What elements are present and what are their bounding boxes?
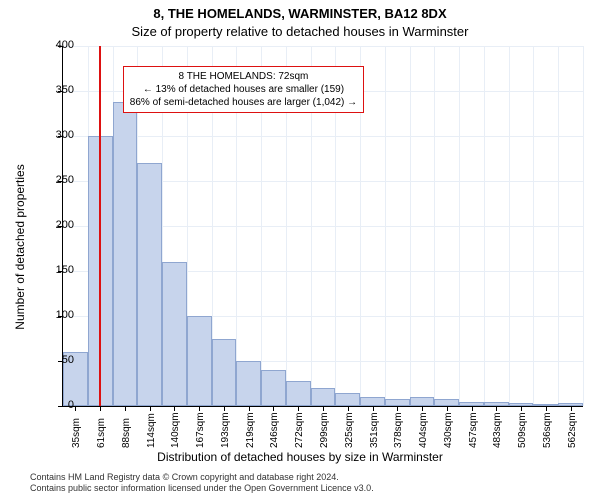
xtick-mark xyxy=(571,406,572,411)
gridline-v xyxy=(583,46,584,406)
histogram-bar xyxy=(360,397,385,406)
footer-line1: Contains HM Land Registry data © Crown c… xyxy=(30,472,590,483)
xtick-mark xyxy=(422,406,423,411)
x-axis-label: Distribution of detached houses by size … xyxy=(0,450,600,464)
xtick-label: 246sqm xyxy=(269,412,280,448)
xtick-mark xyxy=(100,406,101,411)
xtick-mark xyxy=(125,406,126,411)
histogram-bar xyxy=(335,393,360,407)
histogram-bar xyxy=(410,397,435,406)
histogram-bar xyxy=(286,381,311,406)
xtick-label: 483sqm xyxy=(492,412,503,448)
ytick-label: 250 xyxy=(34,174,74,186)
xtick-label: 193sqm xyxy=(220,412,231,448)
histogram-bar xyxy=(261,370,286,406)
gridline-v xyxy=(385,46,386,406)
xtick-mark xyxy=(75,406,76,411)
xtick-label: 404sqm xyxy=(418,412,429,448)
ytick-label: 150 xyxy=(34,264,74,276)
xtick-mark xyxy=(472,406,473,411)
xtick-label: 219sqm xyxy=(245,412,256,448)
xtick-mark xyxy=(521,406,522,411)
y-axis-label: Number of detached properties xyxy=(13,147,27,347)
histogram-bar xyxy=(236,361,261,406)
ytick-label: 350 xyxy=(34,84,74,96)
xtick-label: 325sqm xyxy=(344,412,355,448)
annotation-line3: 86% of semi-detached houses are larger (… xyxy=(130,96,357,109)
gridline-v xyxy=(533,46,534,406)
histogram-bar xyxy=(113,102,138,406)
gridline-h xyxy=(63,46,583,47)
chart-title-line2: Size of property relative to detached ho… xyxy=(0,24,600,39)
footer-line2: Contains public sector information licen… xyxy=(30,483,590,494)
xtick-mark xyxy=(546,406,547,411)
xtick-mark xyxy=(496,406,497,411)
xtick-label: 351sqm xyxy=(369,412,380,448)
histogram-bar xyxy=(212,339,237,407)
xtick-label: 509sqm xyxy=(517,412,528,448)
annotation-line1: 8 THE HOMELANDS: 72sqm xyxy=(130,70,357,83)
xtick-mark xyxy=(249,406,250,411)
gridline-v xyxy=(410,46,411,406)
histogram-bar xyxy=(137,163,162,406)
histogram-bar xyxy=(187,316,212,406)
xtick-mark xyxy=(298,406,299,411)
xtick-label: 430sqm xyxy=(443,412,454,448)
histogram-bar xyxy=(311,388,336,406)
xtick-mark xyxy=(224,406,225,411)
xtick-mark xyxy=(273,406,274,411)
xtick-label: 35sqm xyxy=(71,418,82,448)
xtick-label: 457sqm xyxy=(468,412,479,448)
xtick-mark xyxy=(323,406,324,411)
xtick-label: 536sqm xyxy=(542,412,553,448)
xtick-label: 140sqm xyxy=(170,412,181,448)
annotation-box: 8 THE HOMELANDS: 72sqm← 13% of detached … xyxy=(123,66,364,113)
chart-plot-area: 35sqm61sqm88sqm114sqm140sqm167sqm193sqm2… xyxy=(62,46,583,407)
ytick-label: 50 xyxy=(34,354,74,366)
xtick-label: 299sqm xyxy=(319,412,330,448)
annotation-line2: ← 13% of detached houses are smaller (15… xyxy=(130,83,357,96)
ytick-label: 300 xyxy=(34,129,74,141)
histogram-bar xyxy=(434,399,459,406)
xtick-label: 378sqm xyxy=(393,412,404,448)
gridline-h xyxy=(63,136,583,137)
gridline-v xyxy=(434,46,435,406)
xtick-mark xyxy=(150,406,151,411)
xtick-label: 61sqm xyxy=(96,418,107,448)
property-marker-line xyxy=(99,46,101,406)
histogram-bar xyxy=(385,399,410,406)
xtick-label: 272sqm xyxy=(294,412,305,448)
gridline-v xyxy=(459,46,460,406)
xtick-mark xyxy=(447,406,448,411)
ytick-label: 0 xyxy=(34,399,74,411)
histogram-bar xyxy=(162,262,187,406)
xtick-label: 88sqm xyxy=(121,418,132,448)
xtick-mark xyxy=(373,406,374,411)
xtick-mark xyxy=(348,406,349,411)
xtick-mark xyxy=(199,406,200,411)
xtick-label: 114sqm xyxy=(146,413,157,448)
xtick-label: 167sqm xyxy=(195,412,206,448)
xtick-mark xyxy=(397,406,398,411)
gridline-v xyxy=(509,46,510,406)
gridline-v xyxy=(484,46,485,406)
footer-attribution: Contains HM Land Registry data © Crown c… xyxy=(30,472,590,494)
xtick-label: 562sqm xyxy=(567,412,578,448)
xtick-mark xyxy=(174,406,175,411)
gridline-v xyxy=(558,46,559,406)
chart-title-line1: 8, THE HOMELANDS, WARMINSTER, BA12 8DX xyxy=(0,6,600,21)
ytick-label: 200 xyxy=(34,219,74,231)
ytick-label: 400 xyxy=(34,39,74,51)
ytick-label: 100 xyxy=(34,309,74,321)
